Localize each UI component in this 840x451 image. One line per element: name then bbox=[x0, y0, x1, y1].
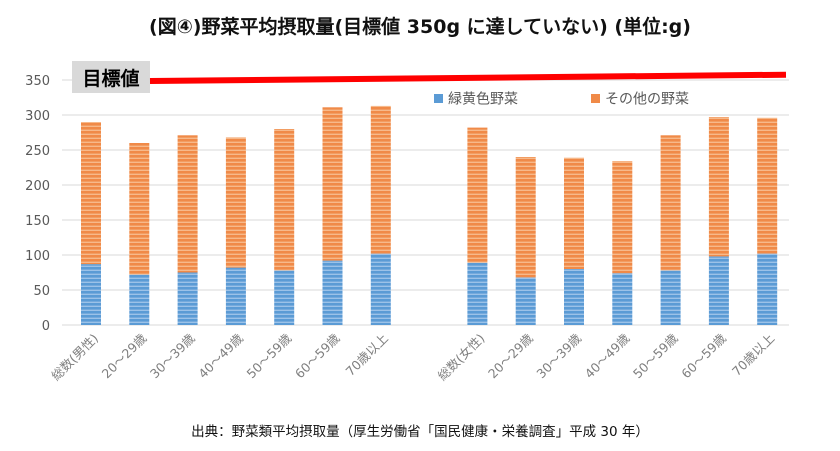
x-tick-label: 40～49歳 bbox=[582, 330, 633, 381]
bar-green-yellow bbox=[660, 270, 681, 325]
bar-other bbox=[757, 117, 778, 254]
x-tick-label: 60～59歳 bbox=[292, 330, 343, 381]
bar-green-yellow bbox=[225, 267, 246, 325]
y-tick-label: 300 bbox=[25, 109, 50, 124]
x-tick-label: 30～39歳 bbox=[533, 330, 584, 381]
x-tick-label: 30～39歳 bbox=[147, 330, 198, 381]
bar-green-yellow bbox=[81, 264, 101, 325]
bar-other bbox=[660, 135, 681, 271]
y-tick-label: 200 bbox=[25, 179, 50, 194]
bar-other bbox=[177, 135, 198, 273]
bar-green-yellow bbox=[129, 274, 150, 325]
legend-label: その他の野菜 bbox=[605, 92, 689, 108]
x-tick-label: 総数(男性) bbox=[48, 331, 101, 384]
x-tick-label: 70歳以上 bbox=[729, 331, 777, 379]
bar-green-yellow bbox=[177, 272, 198, 325]
bar-other bbox=[370, 105, 391, 254]
bar-other bbox=[322, 107, 343, 261]
bar-green-yellow bbox=[515, 277, 536, 325]
x-tick-label: 50～59歳 bbox=[244, 330, 295, 381]
y-tick-label: 150 bbox=[25, 214, 50, 229]
bar-green-yellow bbox=[612, 273, 633, 325]
target-line-group: 目標値 bbox=[72, 61, 787, 93]
legend-swatch bbox=[434, 94, 443, 103]
x-tick-label: 20～29歳 bbox=[99, 330, 150, 381]
chart-area: 0 50 100 150 200 250 300 350 総数(男性) 20～29歳 30～39歳… bbox=[4, 55, 804, 405]
bar-other bbox=[467, 127, 488, 263]
bar-group bbox=[81, 105, 778, 325]
bar-green-yellow bbox=[370, 253, 391, 325]
bar-other bbox=[225, 137, 246, 268]
chart-title: (図④)野菜平均摂取量(目標値 350g に達していない) (単位:g) bbox=[149, 16, 691, 38]
y-axis-labels: 0 50 100 150 200 250 300 350 bbox=[25, 74, 50, 334]
x-tick-label: 総数(女性) bbox=[435, 331, 488, 384]
target-line bbox=[149, 71, 787, 84]
bar-other bbox=[564, 157, 584, 269]
target-label: 目標値 bbox=[82, 67, 139, 90]
y-tick-label: 350 bbox=[25, 74, 50, 89]
bar-green-yellow bbox=[757, 253, 778, 325]
y-tick-label: 0 bbox=[42, 319, 50, 334]
x-tick-label: 50～59歳 bbox=[630, 330, 681, 381]
y-tick-label: 50 bbox=[33, 284, 50, 299]
legend-swatch bbox=[591, 94, 600, 103]
legend-label: 緑黄色野菜 bbox=[448, 91, 518, 108]
source-note: 出典：野菜類平均摂取量（厚生労働省「国民健康・栄養調査」平成 30 年） bbox=[191, 424, 649, 440]
x-tick-label: 20～29歳 bbox=[485, 330, 536, 381]
target-label-background bbox=[72, 61, 150, 93]
x-tick-label: 40～49歳 bbox=[195, 330, 246, 381]
bar-other bbox=[708, 117, 729, 257]
bar-other bbox=[612, 161, 633, 274]
bar-green-yellow bbox=[467, 262, 488, 325]
bar-other bbox=[129, 143, 150, 275]
bar-green-yellow bbox=[708, 256, 729, 325]
bar-other bbox=[81, 122, 101, 265]
bar-green-yellow bbox=[322, 260, 343, 325]
bar-other bbox=[515, 157, 536, 278]
y-tick-label: 250 bbox=[25, 144, 50, 159]
bar-green-yellow bbox=[274, 270, 295, 325]
x-tick-label: 70歳以上 bbox=[343, 331, 391, 379]
bar-green-yellow bbox=[564, 269, 584, 325]
bar-other bbox=[274, 129, 295, 271]
x-tick-label: 60～59歳 bbox=[678, 330, 729, 381]
legend: 緑黄色野菜 その他の野菜 bbox=[434, 91, 689, 108]
y-tick-label: 100 bbox=[25, 249, 50, 264]
